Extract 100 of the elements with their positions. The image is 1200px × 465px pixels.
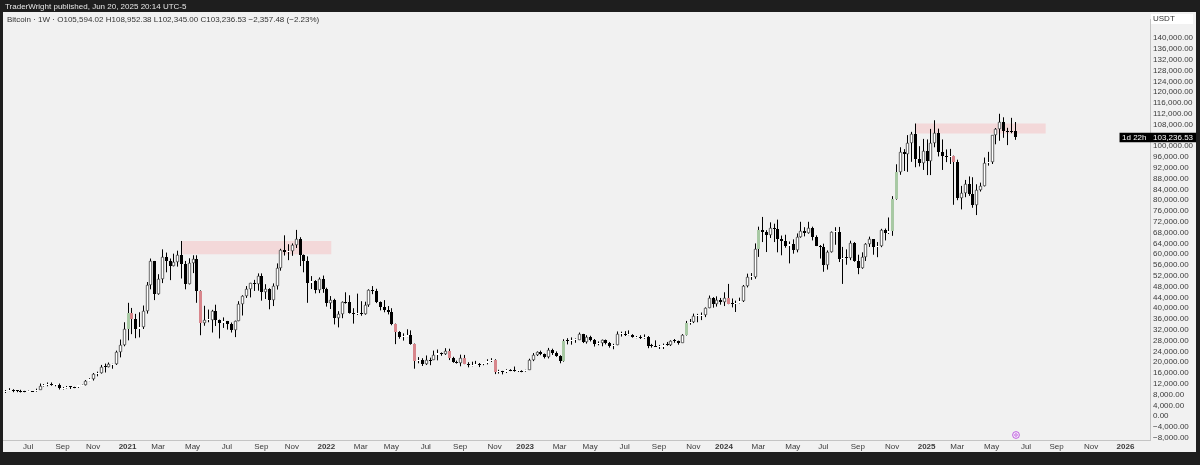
x-tick-label: May [785, 442, 801, 451]
y-tick-label: 96,000.00 [1153, 152, 1190, 162]
candlestick [937, 128, 940, 157]
y-tick-label: 24,000.00 [1153, 346, 1190, 356]
y-tick-label: 12,000.00 [1153, 379, 1190, 389]
candlestick [906, 134, 909, 173]
x-tick-label: Jul [23, 442, 34, 451]
x-tick-label: Mar [552, 442, 567, 451]
candlestick [926, 138, 929, 176]
x-tick-label: Jul [818, 442, 829, 451]
candlestick [834, 226, 837, 246]
y-tick-label: 136,000.00 [1153, 44, 1194, 54]
candlestick [272, 282, 275, 307]
candlestick [929, 128, 932, 176]
x-tick-label: May [184, 442, 201, 451]
candlestick [211, 309, 214, 334]
y-tick-label: 36,000.00 [1153, 314, 1190, 324]
y-tick-label: 32,000.00 [1153, 325, 1190, 335]
candlestick [574, 337, 577, 344]
candlestick [287, 243, 290, 261]
candlestick [402, 332, 405, 342]
x-tick-label: Mar [151, 442, 166, 451]
candlestick [241, 294, 244, 317]
candlestick [142, 305, 145, 330]
x-tick-label: Nov [1083, 442, 1099, 451]
y-tick-label: 80,000.00 [1153, 195, 1190, 205]
candlestick [214, 304, 217, 327]
candlestick [918, 145, 921, 167]
candlestick [360, 300, 363, 317]
candlestick [1010, 117, 1013, 134]
candlestick [857, 254, 860, 275]
candlestick [975, 183, 978, 216]
y-tick-label: 60,000.00 [1153, 249, 1190, 259]
annotation: 1d 22h [1122, 133, 1147, 143]
y-tick-label: 68,000.00 [1153, 227, 1190, 237]
candlestick [352, 307, 355, 325]
candlestick [971, 176, 974, 209]
candlestick [306, 255, 309, 304]
candlestick [184, 260, 187, 290]
candlestick [876, 241, 879, 258]
y-tick-label: 64,000.00 [1153, 238, 1190, 248]
candlestick [910, 131, 913, 163]
x-tick-label: Nov [885, 442, 900, 451]
x-tick-label: Sep [254, 442, 270, 451]
candlestick [333, 298, 336, 325]
candlestick [983, 157, 986, 187]
candlestick [237, 300, 240, 322]
x-tick-label: Jul [1020, 442, 1032, 451]
candlestick [203, 305, 206, 327]
x-tick-label: Nov [487, 442, 502, 451]
candlestick [134, 313, 137, 339]
y-tick-label: 140,000.00 [1153, 33, 1194, 43]
x-tick-label: Sep [55, 442, 71, 451]
candlestick [945, 148, 948, 163]
y-tick-label: 20,000.00 [1153, 357, 1190, 367]
candlestick [130, 307, 133, 335]
x-tick-label: Jul [221, 442, 233, 451]
y-tick-label: 0.00 [1153, 411, 1170, 421]
x-tick-label: May [582, 442, 598, 451]
candlestick [413, 343, 416, 370]
x-tick-label: Jul [420, 442, 432, 451]
candlestick [348, 294, 351, 315]
candlestick [949, 148, 952, 165]
candlestick [880, 228, 883, 248]
y-tick-label: 44,000.00 [1153, 292, 1190, 302]
x-tick-label: 2021 [118, 442, 137, 451]
y-tick-label: 52,000.00 [1153, 271, 1190, 281]
x-tick-label: 2023 [516, 442, 535, 451]
chart-title: Bitcoin · 1W · O105,594.02 H108,952.38 L102,345.00 C103,236.53 −2,357.48 (−2.23%) [7, 15, 320, 24]
candlestick [161, 248, 164, 284]
x-tick-label: Jul [619, 442, 630, 451]
y-tick-label: −4,000.00 [1153, 422, 1190, 432]
candlestick [826, 249, 829, 271]
x-tick-label: Nov [86, 442, 101, 451]
y-tick-label: 16,000.00 [1153, 368, 1190, 378]
candlestick [765, 229, 768, 253]
candlestick [570, 336, 573, 346]
text: 103,236.53 [1153, 133, 1194, 143]
x-tick-label: Sep [850, 442, 866, 451]
x-tick-label: 2024 [715, 442, 734, 451]
y-tick-label: 28,000.00 [1153, 335, 1190, 345]
candlestick [253, 279, 256, 292]
candlestick [849, 240, 852, 261]
candlestick [933, 119, 936, 148]
candlestick [180, 240, 183, 280]
candlestick [853, 241, 856, 263]
candlestick [998, 113, 1001, 142]
y-tick-label: 8,000.00 [1153, 389, 1185, 399]
candlestick [887, 216, 890, 235]
y-tick-label: 116,000.00 [1153, 98, 1193, 108]
y-tick-label: 100,000.00 [1153, 141, 1194, 151]
y-tick-label: 88,000.00 [1153, 173, 1190, 183]
candlestick [268, 287, 271, 310]
y-tick-label: 92,000.00 [1153, 162, 1190, 172]
x-tick-label: Nov [686, 442, 701, 451]
candlestick [830, 231, 833, 254]
y-tick-label: 120,000.00 [1153, 87, 1194, 97]
x-tick-label: Sep [453, 442, 468, 451]
candlestick [899, 146, 902, 176]
candlestick [776, 219, 779, 253]
